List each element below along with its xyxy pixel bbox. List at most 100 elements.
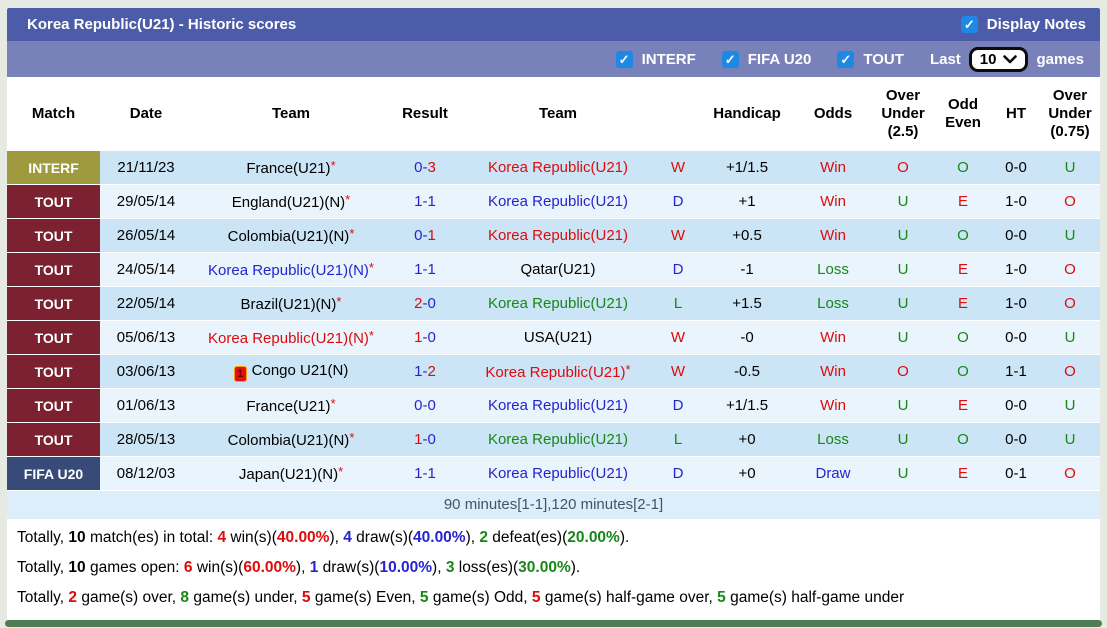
odd-even-cell: E xyxy=(934,287,992,321)
totals-segment: 40.00% xyxy=(413,529,466,546)
away-score: 3 xyxy=(427,158,436,176)
filter-fifa-u20[interactable]: FIFA U20 xyxy=(721,50,812,68)
home-score: 0 xyxy=(414,226,423,244)
chevron-down-icon xyxy=(1003,54,1018,63)
totals-segment: 3 xyxy=(445,559,455,576)
table-row: INTERF 21/11/23 France(U21)* 0-3 Korea Repub… xyxy=(7,151,1100,185)
totals-segment: Totally, xyxy=(17,529,69,546)
odd-even-cell: E xyxy=(934,457,992,491)
games-label: games xyxy=(1036,50,1084,68)
display-notes-toggle[interactable]: Display Notes xyxy=(960,16,1086,33)
match-type-badge: INTERF xyxy=(7,151,100,185)
home-team-name: France(U21) xyxy=(246,398,331,415)
totals-segment: 10.00% xyxy=(379,559,433,576)
totals-segment: ), xyxy=(295,559,310,576)
away-score: 2 xyxy=(427,362,436,380)
handicap-cell: +1/1.5 xyxy=(700,389,794,423)
score-dash: - xyxy=(422,226,428,244)
asterisk-marker: * xyxy=(336,294,342,309)
table-row: TOUT 26/05/14 Colombia(U21)(N)* 0-1 Korea Re… xyxy=(7,219,1100,253)
odds-cell: Win xyxy=(794,185,872,219)
minutes-note: 90 minutes[1-1],120 minutes[2-1] xyxy=(7,491,1100,520)
totals-segment: ). xyxy=(619,529,630,546)
col-over-under-25: Over Under (2.5) xyxy=(872,77,934,151)
away-team-cell: Korea Republic(U21) xyxy=(460,287,656,321)
table-row: TOUT 22/05/14 Brazil(U21)(N)* 2-0 Korea Repu… xyxy=(7,287,1100,321)
ht-cell: 0-0 xyxy=(992,219,1040,253)
ht-cell: 1-0 xyxy=(992,253,1040,287)
handicap-cell: +1 xyxy=(700,185,794,219)
away-score: 0 xyxy=(427,396,436,414)
checkbox-checked-icon[interactable] xyxy=(960,16,978,33)
totals-segment: game(s) half-game over, xyxy=(540,589,718,606)
handicap-cell: -0 xyxy=(700,321,794,355)
home-team-name: Japan(U21)(N) xyxy=(238,466,339,483)
match-type-badge: TOUT xyxy=(7,355,100,389)
away-team-name: Korea Republic(U21) xyxy=(487,192,629,210)
over-under-25-cell: U xyxy=(872,457,934,491)
col-result: Result xyxy=(390,77,460,151)
over-under-25-cell: O xyxy=(872,151,934,185)
away-score: 0 xyxy=(427,430,436,448)
match-type-badge: TOUT xyxy=(7,321,100,355)
home-team-cell: England(U21)(N)* xyxy=(192,185,390,219)
over-under-25-cell: U xyxy=(872,185,934,219)
home-team-name: England(U21)(N) xyxy=(231,194,346,211)
away-team-name: Korea Republic(U21) xyxy=(487,226,629,244)
filter-fifa-u20-label: FIFA U20 xyxy=(747,50,812,68)
match-type-badge: FIFA U20 xyxy=(7,457,100,491)
result-cell: 1-1 xyxy=(390,253,460,287)
result-cell: 1-0 xyxy=(390,321,460,355)
checkbox-checked-icon[interactable] xyxy=(615,50,633,68)
score-dash: - xyxy=(422,260,428,278)
last-games-select[interactable]: 10 xyxy=(968,46,1029,72)
col-match: Match xyxy=(7,77,100,151)
result-cell: 1-0 xyxy=(390,423,460,457)
home-team-name: Colombia(U21)(N) xyxy=(227,228,350,245)
home-score: 1 xyxy=(414,464,423,482)
minutes-note-row: 90 minutes[1-1],120 minutes[2-1] xyxy=(7,491,1100,520)
ht-cell: 1-1 xyxy=(992,355,1040,389)
totals-segment: game(s) Even, xyxy=(310,589,420,606)
totals-segment: game(s) under, xyxy=(189,589,302,606)
home-team-name: Colombia(U21)(N) xyxy=(227,432,350,449)
totals-segment: games open: xyxy=(85,559,184,576)
asterisk-marker: * xyxy=(625,362,631,377)
away-team-cell: Korea Republic(U21) xyxy=(460,423,656,457)
home-team-cell: Korea Republic(U21)(N)* xyxy=(192,321,390,355)
away-team-name: Korea Republic(U21) xyxy=(487,430,629,448)
wdl-cell: D xyxy=(656,389,700,423)
home-team-cell: France(U21)* xyxy=(192,389,390,423)
totals-segment: game(s) Odd, xyxy=(428,589,532,606)
totals-segment: 40.00% xyxy=(276,529,330,546)
totals-segment: 1 xyxy=(309,559,319,576)
totals-line: Totally, 10 match(es) in total: 4 win(s)… xyxy=(17,523,1090,553)
asterisk-marker: * xyxy=(368,260,374,275)
home-team-name: Brazil(U21)(N) xyxy=(240,296,337,313)
away-team-name: Qatar(U21) xyxy=(520,260,596,278)
result-cell: 1-1 xyxy=(390,457,460,491)
home-team-cell: Brazil(U21)(N)* xyxy=(192,287,390,321)
result-cell: 0-0 xyxy=(390,389,460,423)
away-score: 1 xyxy=(427,260,436,278)
score-dash: - xyxy=(422,396,428,414)
home-team-name: Korea Republic(U21)(N) xyxy=(208,330,369,347)
last-label: Last xyxy=(929,50,961,68)
over-under-075-cell: O xyxy=(1040,253,1100,287)
score-dash: - xyxy=(422,430,428,448)
home-team-cell: Japan(U21)(N)* xyxy=(192,457,390,491)
checkbox-checked-icon[interactable] xyxy=(837,50,855,68)
asterisk-marker: * xyxy=(330,396,336,411)
wdl-cell: W xyxy=(656,355,700,389)
over-under-075-cell: U xyxy=(1040,423,1100,457)
home-team-cell: Colombia(U21)(N)* xyxy=(192,219,390,253)
over-under-075-cell: U xyxy=(1040,389,1100,423)
totals-line: Totally, 2 game(s) over, 8 game(s) under… xyxy=(17,583,1090,613)
checkbox-checked-icon[interactable] xyxy=(721,50,739,68)
home-team-name: Congo U21(N) xyxy=(251,362,349,379)
filter-tout[interactable]: TOUT xyxy=(837,50,904,68)
table-header: Match Date Team Result Team Handicap Odd… xyxy=(7,77,1100,151)
filter-interf[interactable]: INTERF xyxy=(615,50,696,68)
odd-even-cell: O xyxy=(934,151,992,185)
col-away-team: Team xyxy=(460,77,656,151)
